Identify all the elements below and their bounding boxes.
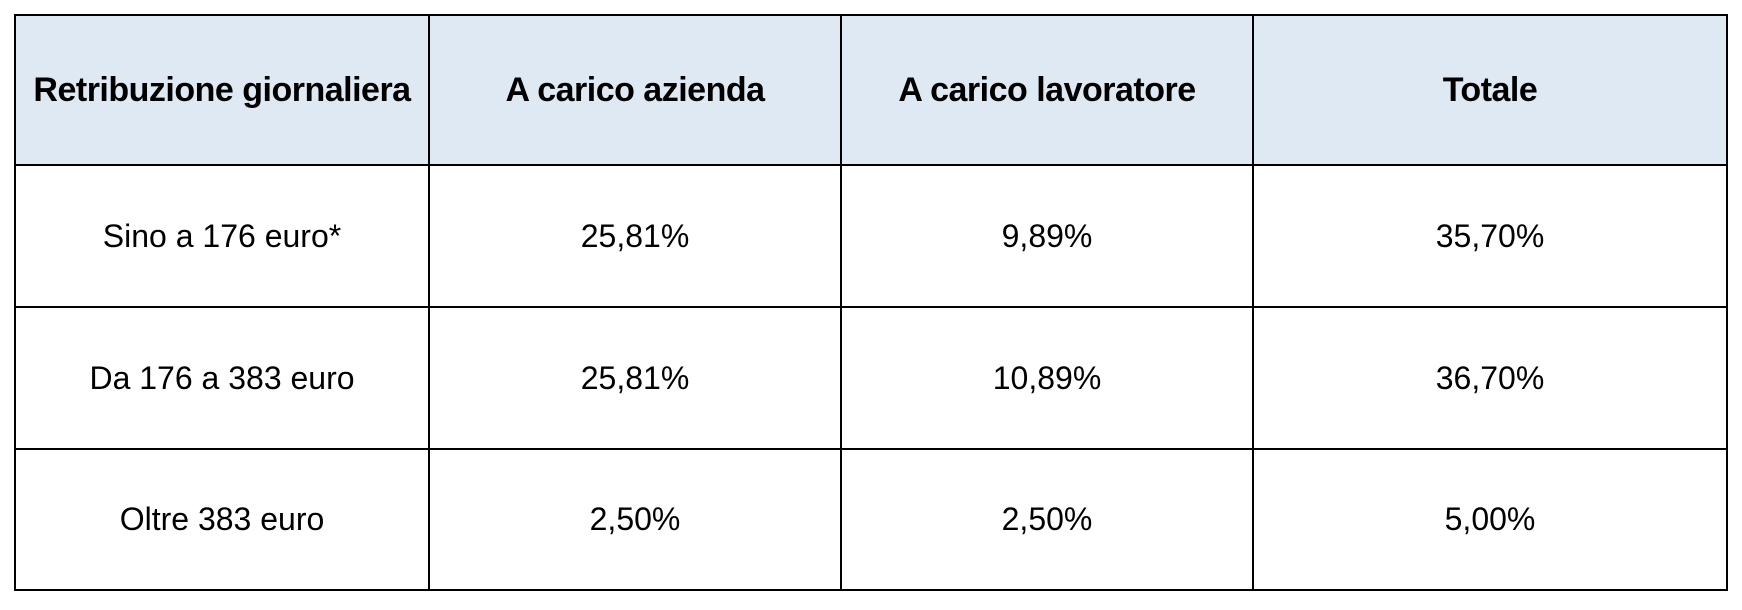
cell-worker-share: 10,89% xyxy=(840,306,1254,450)
table-header-row: Retribuzione giornaliera A carico aziend… xyxy=(14,14,1728,166)
cell-worker-share: 9,89% xyxy=(840,164,1254,308)
cell-daily-wage: Sino a 176 euro* xyxy=(14,164,430,308)
header-daily-wage: Retribuzione giornaliera xyxy=(14,14,430,166)
contribution-rates-table: Retribuzione giornaliera A carico aziend… xyxy=(14,14,1728,591)
header-total: Totale xyxy=(1252,14,1728,166)
table-row: Oltre 383 euro 2,50% 2,50% 5,00% xyxy=(14,448,1728,591)
cell-worker-share: 2,50% xyxy=(840,448,1254,591)
header-worker-share: A carico lavoratore xyxy=(840,14,1254,166)
cell-company-share: 25,81% xyxy=(428,164,842,308)
cell-company-share: 25,81% xyxy=(428,306,842,450)
table-row: Da 176 a 383 euro 25,81% 10,89% 36,70% xyxy=(14,306,1728,450)
cell-daily-wage: Oltre 383 euro xyxy=(14,448,430,591)
cell-daily-wage: Da 176 a 383 euro xyxy=(14,306,430,450)
table-row: Sino a 176 euro* 25,81% 9,89% 35,70% xyxy=(14,164,1728,308)
cell-total: 36,70% xyxy=(1252,306,1728,450)
header-company-share: A carico azienda xyxy=(428,14,842,166)
cell-total: 35,70% xyxy=(1252,164,1728,308)
cell-total: 5,00% xyxy=(1252,448,1728,591)
contribution-table-container: Retribuzione giornaliera A carico aziend… xyxy=(14,14,1728,591)
cell-company-share: 2,50% xyxy=(428,448,842,591)
